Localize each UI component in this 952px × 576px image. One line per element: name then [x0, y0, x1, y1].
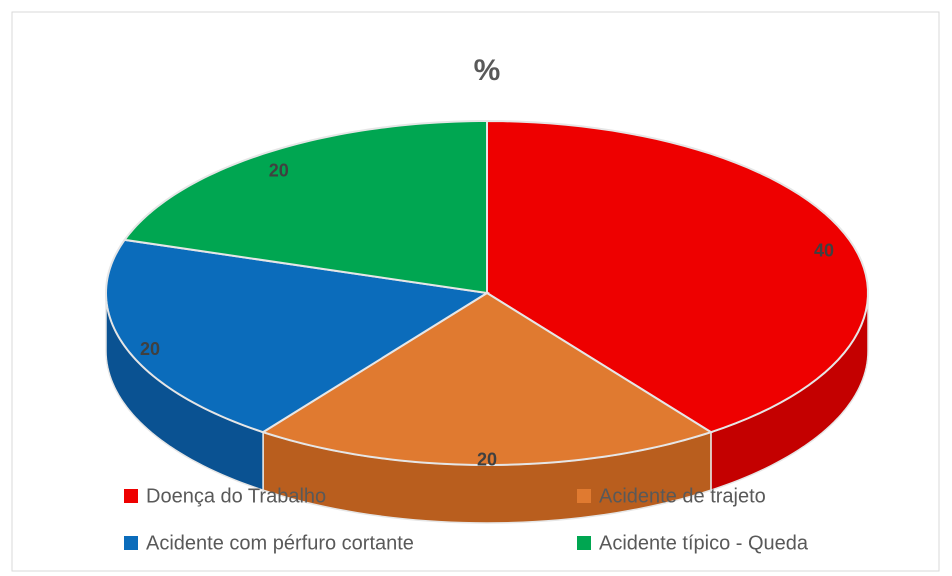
data-label: 20 — [477, 450, 497, 470]
legend-label: Acidente de trajeto — [599, 485, 766, 507]
legend: Doença do Trabalho Acidente de trajeto Aci… — [124, 485, 809, 554]
chart-title: % — [474, 54, 501, 87]
legend-label: Acidente típico - Queda — [599, 532, 809, 554]
data-label: 20 — [269, 160, 289, 180]
slice — [486, 119, 869, 434]
slice — [122, 119, 488, 295]
legend-swatch — [577, 536, 591, 550]
legend-swatch — [577, 489, 591, 503]
data-label: 20 — [140, 339, 160, 359]
legend-swatch — [124, 489, 138, 503]
data-labels: 40 20 20 20 — [140, 160, 834, 469]
legend-swatch — [124, 536, 138, 550]
data-label: 40 — [814, 240, 834, 260]
slice — [104, 238, 490, 434]
slice — [260, 291, 714, 467]
pie — [104, 119, 869, 524]
legend-label: Acidente com pérfuro cortante — [146, 532, 414, 554]
legend-label: Doença do Trabalho — [146, 485, 326, 507]
